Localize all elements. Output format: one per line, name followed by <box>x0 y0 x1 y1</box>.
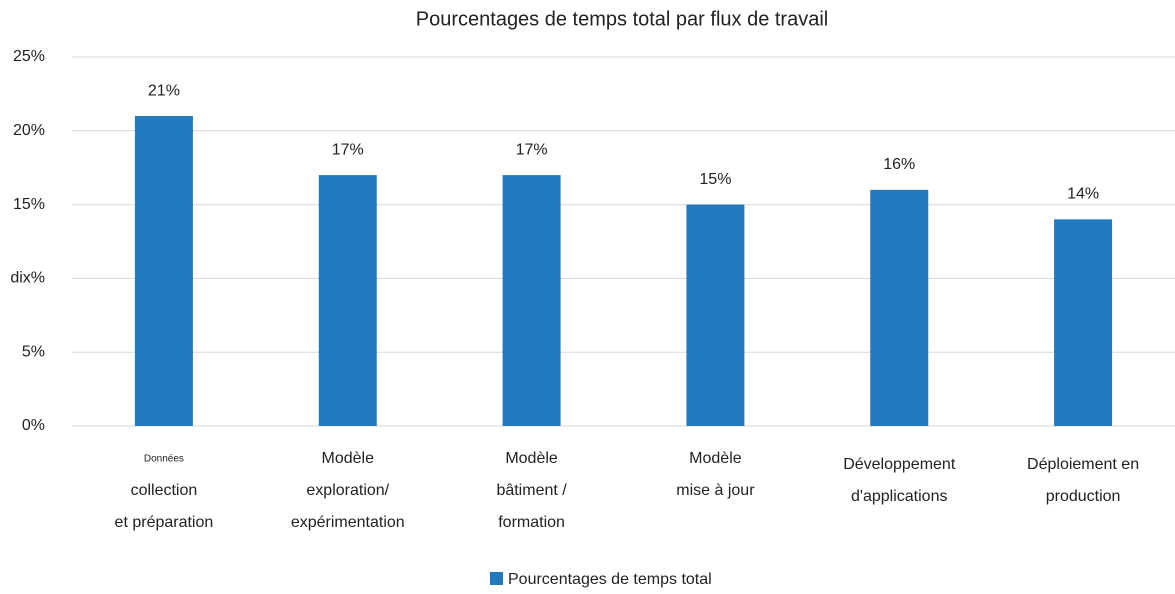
x-tick-label: expérimentation <box>291 514 405 531</box>
x-tick-label: bâtiment / <box>496 482 567 499</box>
y-tick-label: 5% <box>22 343 45 360</box>
value-label: 21% <box>148 82 180 99</box>
legend-swatch <box>490 572 503 585</box>
bar <box>870 189 929 426</box>
value-label: 15% <box>699 171 731 188</box>
bar <box>134 116 193 426</box>
bar <box>318 175 377 426</box>
bar <box>1054 219 1113 426</box>
x-tick-label: et préparation <box>115 514 214 531</box>
x-tick-label: collection <box>131 482 198 499</box>
y-tick-label: 0% <box>22 417 45 434</box>
value-label: 17% <box>332 141 364 158</box>
y-tick-label: 15% <box>13 196 45 213</box>
x-tick-label: Modèle <box>689 450 742 467</box>
x-tick-label: Modèle <box>322 450 375 467</box>
value-label: 17% <box>516 141 548 158</box>
x-tick-label: Déploiement en <box>1027 456 1139 473</box>
y-tick-label: 20% <box>13 122 45 139</box>
legend-label: Pourcentages de temps total <box>508 571 712 588</box>
x-tick-label: d'applications <box>851 488 947 505</box>
value-label: 14% <box>1067 186 1099 203</box>
x-tick-label: formation <box>498 514 565 531</box>
value-label: 16% <box>883 156 915 173</box>
x-tick-label: mise à jour <box>676 482 755 499</box>
bar <box>686 204 745 426</box>
chart-title: Pourcentages de temps total par flux de … <box>416 8 828 30</box>
x-tick-label: Modèle <box>505 450 558 467</box>
x-tick-label: production <box>1046 488 1121 505</box>
x-tick-label: Données <box>144 454 184 465</box>
x-tick-label: exploration/ <box>306 482 389 499</box>
bar <box>502 175 561 426</box>
y-tick-label: dix% <box>10 270 45 287</box>
y-tick-label: 25% <box>13 48 45 65</box>
x-tick-label: Développement <box>843 456 956 473</box>
